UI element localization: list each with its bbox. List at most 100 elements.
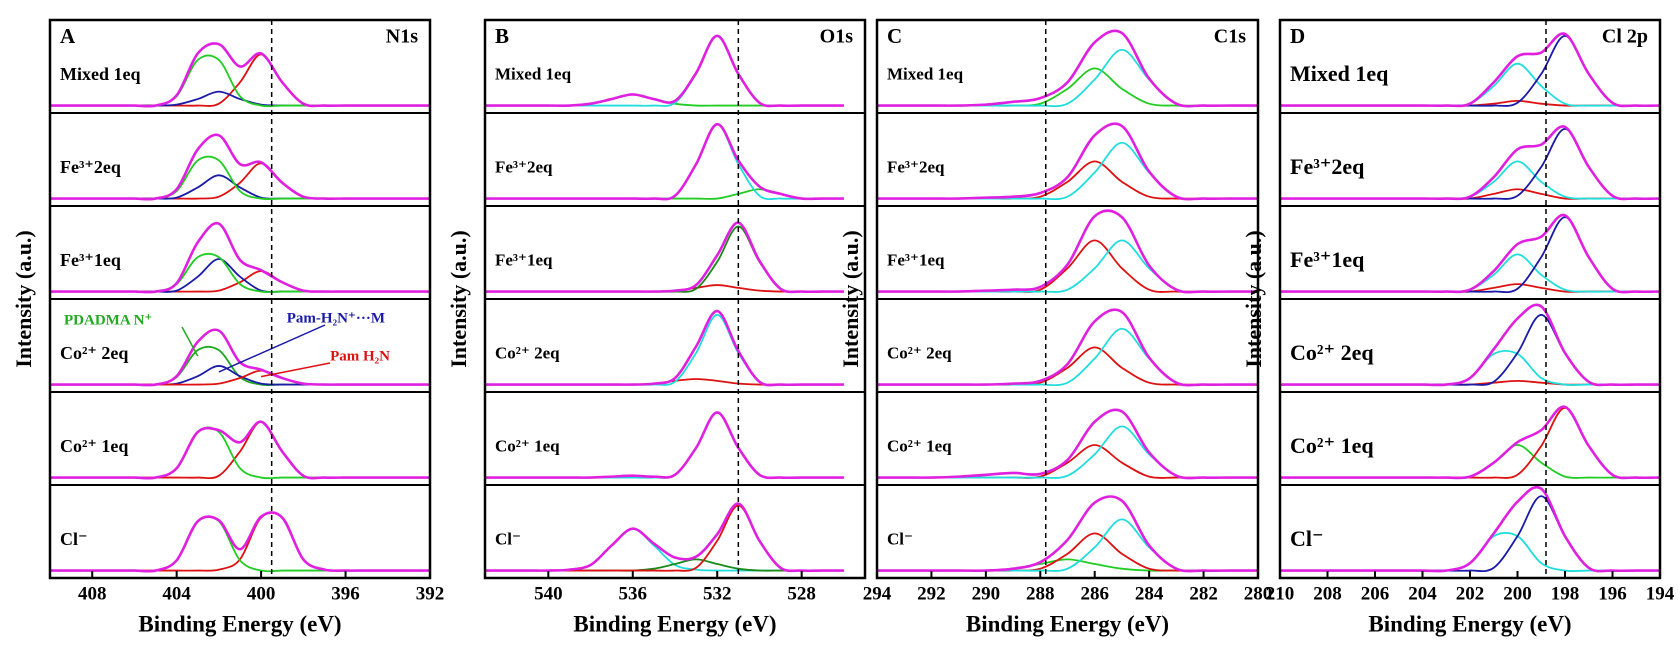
sample-label: Co²⁺ 2eq <box>887 344 952 363</box>
spectrum-curve <box>877 122 1258 201</box>
panel <box>1280 32 1660 573</box>
sample-label: Co²⁺ 1eq <box>887 437 952 456</box>
x-tick-label: 288 <box>1026 583 1055 604</box>
spectrum-curve <box>50 42 430 108</box>
x-tick-label: 208 <box>1313 583 1342 604</box>
panel <box>50 42 430 573</box>
core-level: Cl 2p <box>1602 26 1648 48</box>
spectrum-curve <box>485 504 844 572</box>
spectrum-curve <box>50 511 430 573</box>
spectrum-curve <box>877 408 1258 480</box>
x-axis-title: Binding Energy (eV) <box>966 611 1169 636</box>
sample-label: Cl⁻ <box>60 529 88 549</box>
x-tick-label: 210 <box>1266 583 1295 604</box>
panel-frame <box>48 18 432 580</box>
annotation-arrow <box>260 362 331 378</box>
sample-label: Fe³⁺2eq <box>1290 154 1365 179</box>
spectrum-curve <box>1280 213 1660 294</box>
sample-label: Fe³⁺2eq <box>495 158 553 177</box>
x-axis-title: Binding Energy (eV) <box>573 611 776 636</box>
sample-label: Co²⁺ 2eq <box>60 343 128 363</box>
spectrum-curve <box>50 270 430 293</box>
spectrum-curve <box>485 122 844 201</box>
y-axis-title: Intensity (a.u.) <box>446 230 471 368</box>
panel-letter: B <box>495 24 509 48</box>
spectrum-curve <box>50 420 430 480</box>
sample-label: Fe³⁺2eq <box>60 157 121 177</box>
sample-label: Co²⁺ 1eq <box>495 437 560 456</box>
spectrum-curve <box>1280 485 1660 573</box>
core-level: C1s <box>1214 26 1246 48</box>
core-level: O1s <box>820 26 854 48</box>
sample-label: Co²⁺ 1eq <box>1290 433 1374 458</box>
spectrum-curve <box>485 309 844 387</box>
panel-frame <box>483 18 867 580</box>
x-tick-label: 196 <box>1598 583 1627 604</box>
sample-label: Fe³⁺2eq <box>887 158 945 177</box>
spectrum-curve <box>1280 303 1660 387</box>
spectrum-curve <box>877 495 1258 573</box>
x-tick-label: 404 <box>162 583 191 604</box>
x-tick-label: 392 <box>416 583 445 604</box>
core-level: N1s <box>386 26 418 48</box>
spectrum-curve <box>1280 495 1660 573</box>
sample-label: Fe³⁺1eq <box>1290 247 1365 272</box>
panel-letter: A <box>60 24 76 48</box>
panel <box>485 34 844 573</box>
spectrum-curve <box>485 502 844 573</box>
spectrum-curve <box>877 29 1258 108</box>
sample-label: Mixed 1eq <box>1290 61 1389 86</box>
y-axis-title: Intensity (a.u.) <box>838 230 863 368</box>
x-tick-label: 198 <box>1551 583 1580 604</box>
x-tick-label: 294 <box>863 583 892 604</box>
sample-label: Co²⁺ 2eq <box>495 344 560 363</box>
spectrum-curve <box>1280 531 1660 573</box>
sample-label: Cl⁻ <box>887 530 913 549</box>
panel-letter: D <box>1290 24 1305 48</box>
x-tick-label: 290 <box>972 583 1001 604</box>
x-tick-label: 282 <box>1189 583 1218 604</box>
sample-label: Co²⁺ 1eq <box>60 436 128 456</box>
sample-label: Mixed 1eq <box>887 65 964 84</box>
panel <box>877 29 1258 573</box>
spectrum-curve <box>485 93 844 107</box>
x-tick-label: 284 <box>1135 583 1164 604</box>
spectrum-curve <box>1280 32 1660 108</box>
component-label: Pam-H₂N⁺···M <box>287 310 385 326</box>
spectrum-curve <box>485 558 844 572</box>
x-tick-label: 536 <box>619 583 648 604</box>
spectrum-curve <box>877 209 1258 294</box>
y-axis-title: Intensity (a.u.) <box>11 230 36 368</box>
y-axis-title: Intensity (a.u.) <box>1241 230 1266 368</box>
spectrum-curve <box>485 34 844 108</box>
sample-label: Co²⁺ 2eq <box>1290 340 1374 365</box>
x-tick-label: 528 <box>787 583 816 604</box>
spectrum-curve <box>485 411 844 480</box>
x-tick-label: 532 <box>703 583 732 604</box>
spectrum-curve <box>50 369 430 386</box>
x-tick-label: 292 <box>917 583 946 604</box>
spectrum-curve <box>50 365 430 386</box>
panel-frame <box>875 18 1260 580</box>
panel-letter: C <box>887 24 902 48</box>
sample-label: Fe³⁺1eq <box>60 250 121 270</box>
x-tick-label: 286 <box>1080 583 1109 604</box>
sample-label: Cl⁻ <box>1290 526 1324 551</box>
x-axis-title: Binding Energy (eV) <box>1368 611 1571 636</box>
annotation-arrow <box>181 326 199 357</box>
sample-label: Fe³⁺1eq <box>887 251 945 270</box>
x-tick-label: 204 <box>1408 583 1437 604</box>
x-axis-title: Binding Energy (eV) <box>138 611 341 636</box>
x-tick-label: 408 <box>78 583 107 604</box>
component-label: PDADMA N⁺ <box>64 312 152 328</box>
spectrum-curve <box>1280 405 1660 480</box>
spectrum-curve <box>50 133 430 201</box>
sample-label: Mixed 1eq <box>60 64 141 84</box>
x-tick-label: 280 <box>1244 583 1273 604</box>
x-tick-label: 400 <box>247 583 276 604</box>
sample-label: Fe³⁺1eq <box>495 251 553 270</box>
component-label: Pam H₂N <box>330 348 390 364</box>
x-tick-label: 396 <box>331 583 360 604</box>
sample-label: Mixed 1eq <box>495 65 572 84</box>
